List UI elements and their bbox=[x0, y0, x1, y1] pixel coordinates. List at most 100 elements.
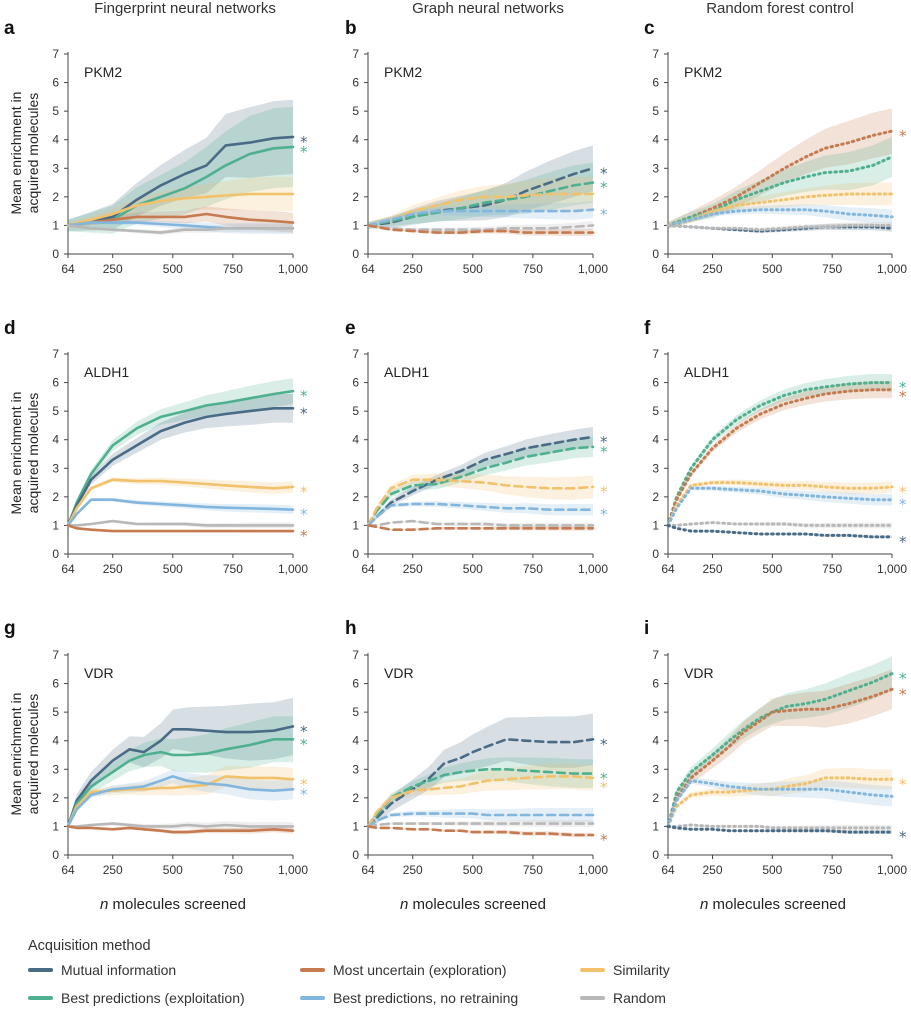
significance-star: * bbox=[600, 831, 608, 849]
significance-star: * bbox=[600, 179, 608, 197]
series-line-best-predictions-exploitation bbox=[66, 737, 295, 828]
series-line-best-predictions-no-retraining bbox=[66, 498, 295, 527]
y-tick-label: 0 bbox=[52, 547, 59, 561]
x-tick-label: 750 bbox=[523, 863, 543, 877]
x-tick-label: 64 bbox=[61, 262, 75, 276]
significance-star: * bbox=[600, 770, 608, 788]
y-tick-label: 0 bbox=[652, 547, 659, 561]
confidence-band-similarity bbox=[668, 479, 892, 527]
panel-title: VDR bbox=[684, 665, 714, 681]
panel-letter-b: b bbox=[345, 18, 357, 39]
x-tick-label: 500 bbox=[163, 863, 183, 877]
y-tick-label: 7 bbox=[352, 648, 359, 662]
legend-swatch bbox=[28, 996, 53, 1000]
y-tick-label: 5 bbox=[352, 104, 359, 118]
significance-star: * bbox=[600, 483, 608, 501]
confidence-band-best-predictions-exploitation bbox=[368, 436, 593, 527]
y-tick-label: 4 bbox=[52, 433, 59, 447]
series-line-best-predictions-no-retraining bbox=[666, 208, 894, 227]
significance-star: * bbox=[899, 379, 907, 397]
confidence-band-similarity bbox=[68, 176, 293, 228]
series-line-best-predictions-exploitation bbox=[366, 445, 595, 527]
y-tick-label: 3 bbox=[652, 762, 659, 776]
series-line-random bbox=[66, 519, 295, 527]
x-tick-label: 750 bbox=[223, 262, 243, 276]
series-line-similarity bbox=[66, 192, 295, 227]
y-tick-label: 6 bbox=[52, 677, 59, 691]
x-tick-label: 500 bbox=[463, 863, 483, 877]
legend-item-best-predictions: Best predictions (exploitation) bbox=[28, 990, 245, 1006]
y-tick-label: 0 bbox=[352, 247, 359, 261]
legend-item-similarity: Similarity bbox=[580, 962, 670, 978]
y-tick-label: 6 bbox=[652, 76, 659, 90]
series-line-best-predictions-no-retraining bbox=[666, 486, 894, 527]
x-tick-label: 1,000 bbox=[877, 562, 907, 576]
series-line-best-predictions-no-retraining bbox=[66, 775, 295, 828]
y-tick-label: 3 bbox=[52, 461, 59, 475]
x-tick-label: 750 bbox=[822, 863, 842, 877]
significance-star: * bbox=[300, 775, 308, 793]
x-axis-label-col1: n molecules screened bbox=[100, 896, 246, 913]
x-tick-label: 500 bbox=[163, 562, 183, 576]
y-tick-label: 5 bbox=[652, 404, 659, 418]
confidence-band-mutual-information bbox=[68, 99, 293, 231]
x-tick-label: 250 bbox=[403, 562, 423, 576]
series-line-random bbox=[366, 822, 595, 828]
x-tick-label: 64 bbox=[661, 863, 675, 877]
series-line-random bbox=[666, 223, 894, 232]
y-tick-label: 2 bbox=[52, 490, 59, 504]
confidence-band-mutual-information bbox=[368, 713, 593, 831]
series-line-random bbox=[366, 224, 595, 231]
significance-star: * bbox=[600, 506, 608, 524]
x-tick-label: 250 bbox=[103, 863, 123, 877]
y-tick-label: 3 bbox=[352, 161, 359, 175]
x-tick-label: 500 bbox=[163, 262, 183, 276]
series-line-most-uncertain-exploration bbox=[666, 687, 894, 828]
y-tick-label: 3 bbox=[352, 461, 359, 475]
series-line-most-uncertain-exploration bbox=[366, 825, 595, 837]
confidence-band-most-uncertain-exploration bbox=[68, 206, 293, 233]
y-tick-label: 2 bbox=[352, 190, 359, 204]
significance-star: * bbox=[300, 483, 308, 501]
y-tick-label: 4 bbox=[652, 433, 659, 447]
significance-star: * bbox=[899, 670, 907, 688]
y-tick-label: 5 bbox=[52, 404, 59, 418]
panel-letter-f: f bbox=[644, 318, 651, 339]
x-axis-label-col3: n molecules screened bbox=[700, 896, 846, 913]
y-tick-label: 5 bbox=[52, 104, 59, 118]
confidence-band-best-predictions-no-retraining bbox=[68, 497, 293, 527]
panel-title: ALDH1 bbox=[84, 364, 129, 380]
panel-title: VDR bbox=[84, 665, 114, 681]
panel-title: ALDH1 bbox=[684, 364, 729, 380]
series-line-best-predictions-exploitation bbox=[666, 381, 894, 527]
y-tick-label: 6 bbox=[352, 376, 359, 390]
confidence-band-best-predictions-exploitation bbox=[668, 656, 892, 829]
column-title-fingerprint: Fingerprint neural networks bbox=[94, 0, 276, 17]
x-tick-label: 750 bbox=[523, 262, 543, 276]
panel-letter-c: c bbox=[644, 18, 655, 39]
significance-star: * bbox=[899, 388, 907, 406]
y-tick-label: 0 bbox=[652, 247, 659, 261]
significance-star: * bbox=[899, 496, 907, 514]
confidence-band-best-predictions-exploitation bbox=[68, 716, 293, 830]
confidence-band-best-predictions-exploitation bbox=[668, 374, 892, 527]
y-tick-label: 2 bbox=[652, 190, 659, 204]
y-tick-label: 6 bbox=[652, 376, 659, 390]
y-tick-label: 7 bbox=[52, 648, 59, 662]
x-tick-label: 750 bbox=[822, 562, 842, 576]
confidence-band-best-predictions-no-retraining bbox=[668, 777, 892, 828]
y-tick-label: 2 bbox=[52, 791, 59, 805]
significance-star: * bbox=[899, 127, 907, 145]
y-tick-label: 0 bbox=[352, 848, 359, 862]
y-tick-label: 0 bbox=[52, 247, 59, 261]
x-tick-label: 64 bbox=[361, 863, 375, 877]
y-tick-label: 3 bbox=[652, 461, 659, 475]
confidence-band-most-uncertain-exploration bbox=[668, 381, 892, 527]
significance-star: * bbox=[300, 133, 308, 151]
x-tick-label: 64 bbox=[361, 562, 375, 576]
series-line-most-uncertain-exploration bbox=[66, 212, 295, 227]
series-line-random bbox=[66, 822, 295, 828]
